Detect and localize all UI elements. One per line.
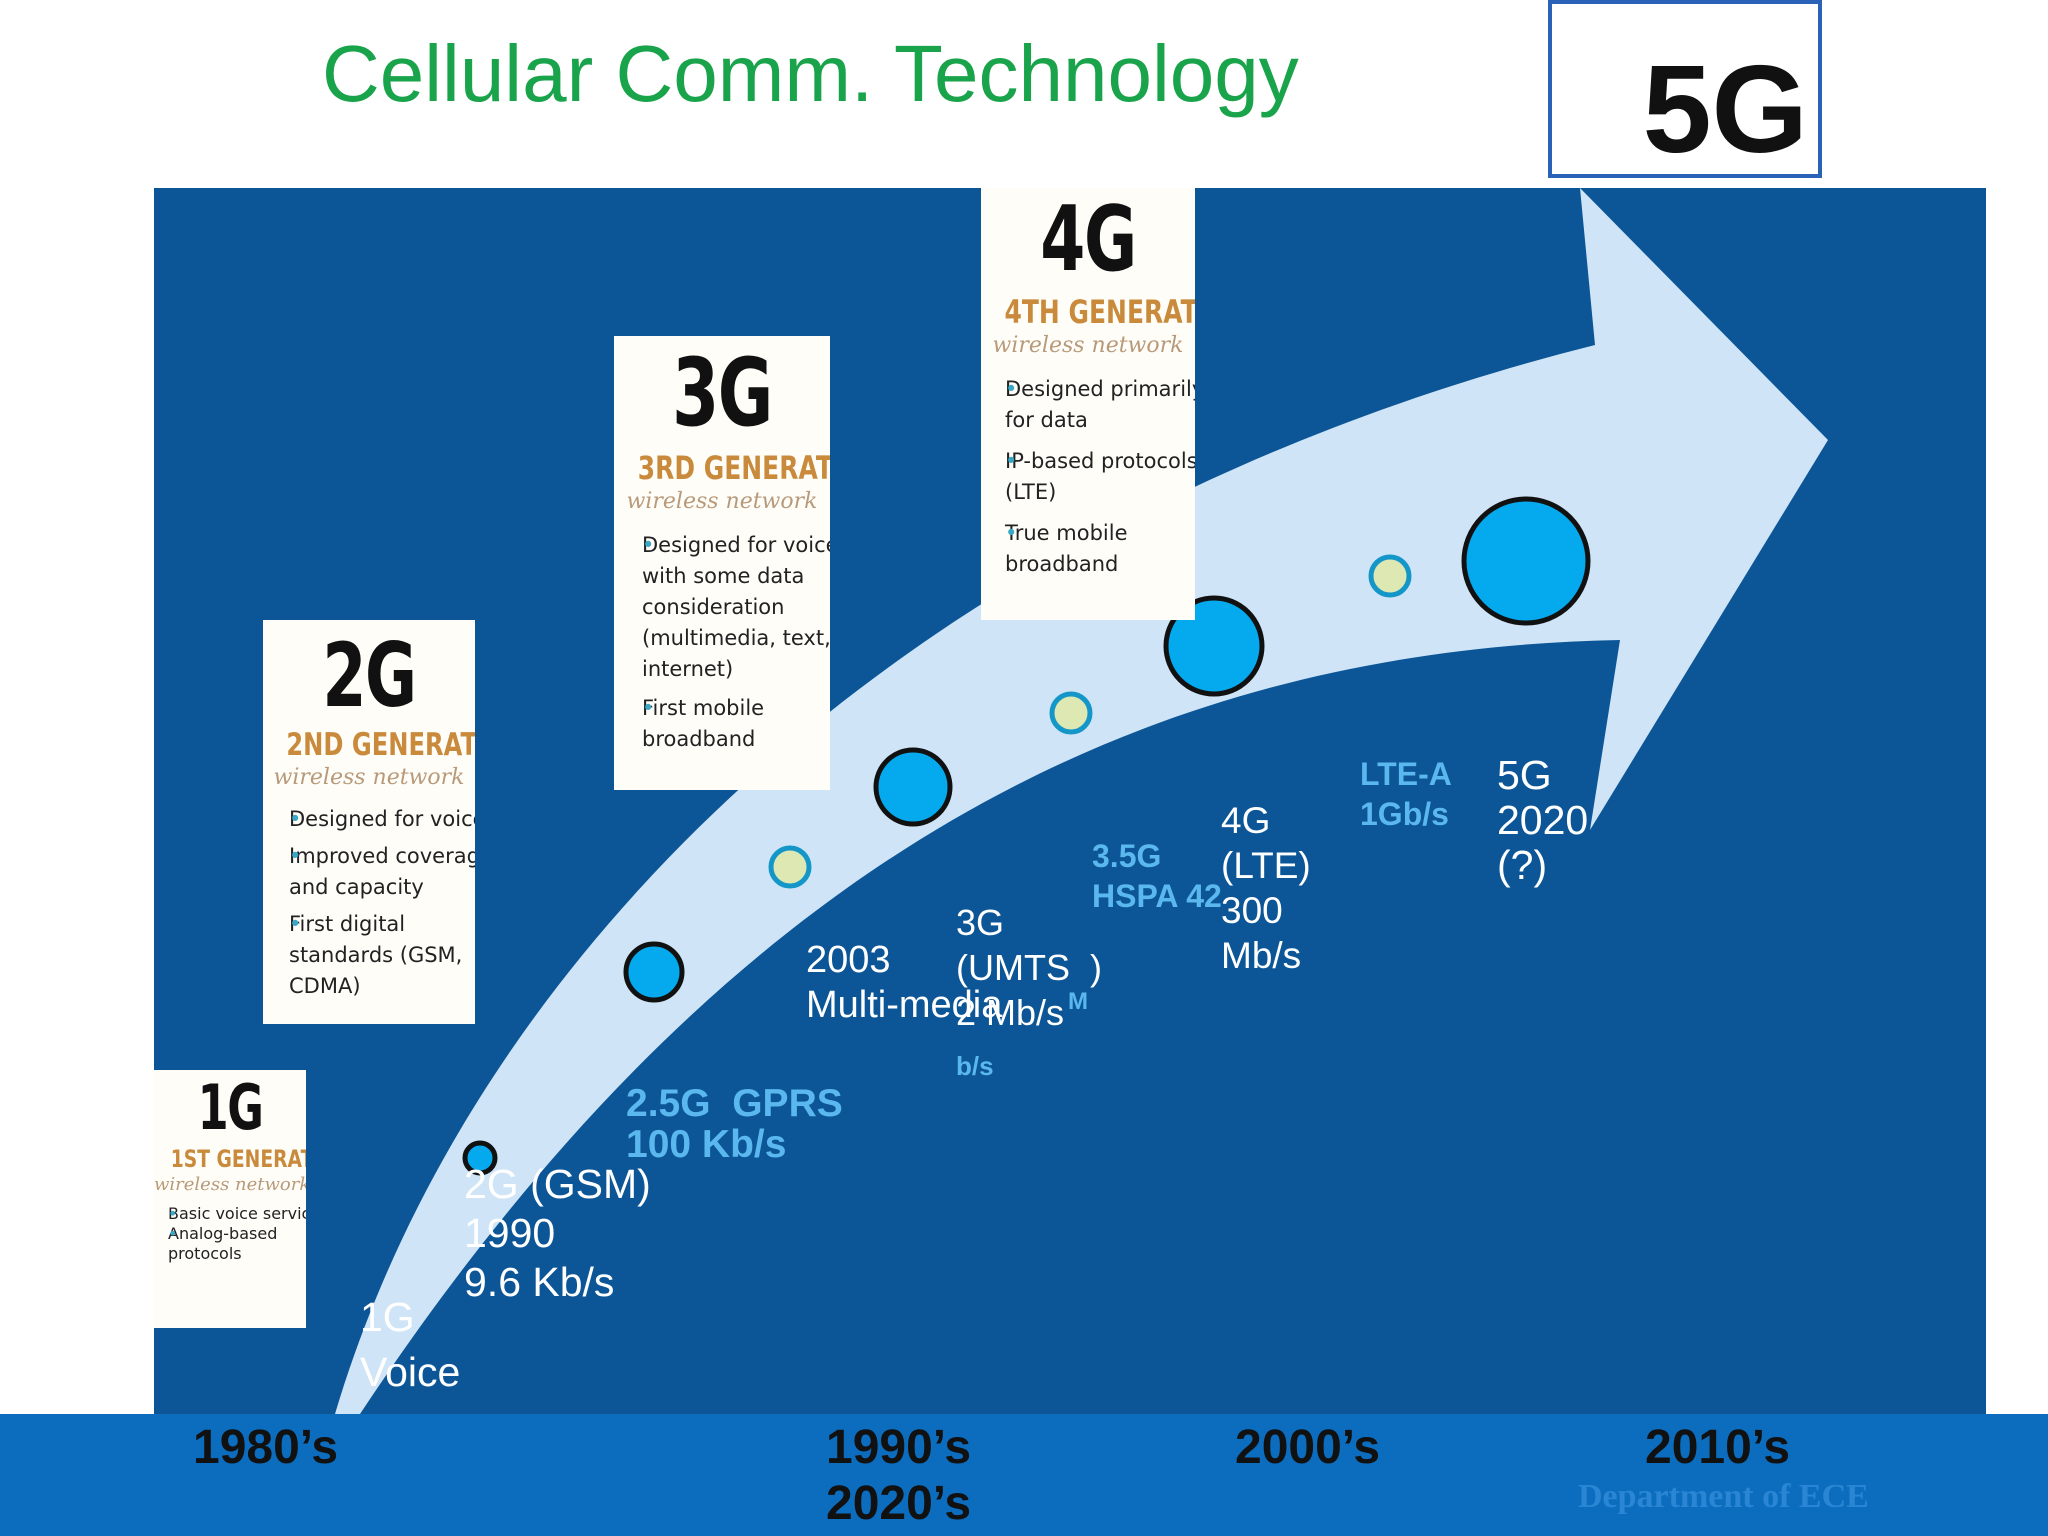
card-1g-title: 1G [197,1071,264,1144]
card-3g-bullet: Designed for voice with some data consid… [614,530,830,685]
era-1980s: 1980’s [193,1421,339,1474]
card-4g-subtitle: wireless network [992,333,1184,358]
card-4g: 4G 4TH GENERATION wireless network Desig… [981,188,1195,620]
era-2000s: 2000’s [1235,1421,1381,1474]
node-3g [873,747,953,827]
card-2g-bullet: Designed for voice [263,804,475,835]
era-2010s: 2010’s [1645,1421,1791,1474]
label-4g: 4G (LTE) 300 Mb/s [1221,800,1311,976]
node-5g [1461,496,1591,626]
label-3g-units-bs: b/s [956,1051,994,1081]
card-1g-generation: 1ST GENERATION [170,1145,306,1173]
card-4g-bullet: IP-based protocols (LTE) [981,446,1195,508]
card-4g-generation: 4TH GENERATION [1004,293,1195,331]
card-4g-bullet: Designed primarily for data [981,374,1195,436]
node-2003 [768,845,812,889]
card-4g-bullets: Designed primarily for data IP-based pro… [981,374,1195,580]
card-3g-title: 3G [672,339,773,448]
card-1g-bullet: Basic voice service [154,1204,306,1224]
label-2003: 2003 Multi-media [806,939,1003,1026]
node-4g [1163,595,1265,697]
card-2g-bullet: Improved coverage and capacity [263,841,475,903]
label-5g: 5G 2020 (?) [1497,752,1589,888]
card-1g-subtitle: wireless network [154,1174,306,1195]
label-2g: 2G (GSM) 1990 9.6 Kb/s [464,1161,651,1305]
card-1g: 1G 1ST GENERATION wireless network Basic… [154,1070,306,1328]
badge-label: 5G [1642,41,1808,179]
node-2g [462,1140,498,1176]
card-3g-generation: 3RD GENERATION [637,449,830,487]
label-lte-a: LTE-A 1Gb/s [1360,756,1452,832]
card-1g-bullet: Analog-based protocols [154,1224,306,1264]
card-2g-subtitle: wireless network [273,765,465,790]
card-2g-title: 2G [322,624,417,727]
card-4g-title: 4G [1040,188,1137,292]
card-4g-bullet: True mobile broadband [981,518,1195,580]
node-3-5g [1049,691,1093,735]
card-2g-generation: 2ND GENERATION [286,727,475,763]
page-title: Cellular Comm. Technology [322,29,1299,118]
label-3-5g: 3.5G HSPA 42 [1092,838,1222,914]
card-2g-bullet: First digital standards (GSM, CDMA) [263,909,475,1002]
timeline-bar [0,1414,2048,1536]
node-lte-a [1368,554,1412,598]
card-3g-bullet: First mobile broadband [614,693,830,755]
card-2g-bullets: Designed for voice Improved coverage and… [263,804,475,1002]
card-3g: 3G 3RD GENERATION wireless network Desig… [614,336,830,790]
era-1990s: 1990’s 2020’s [826,1421,972,1530]
card-2g: 2G 2ND GENERATION wireless network Desig… [263,620,475,1024]
card-3g-subtitle: wireless network [626,489,818,514]
department-label: Department of ECE [1578,1478,1869,1515]
label-3g-units-m: M [1068,988,1088,1015]
node-2-5g [623,941,685,1003]
label-1g: 1G Voice [360,1294,461,1395]
card-1g-bullets: Basic voice service Analog-based protoco… [154,1204,306,1264]
card-3g-bullets: Designed for voice with some data consid… [614,530,830,755]
label-3g: 3G (UMTS ) 2 Mb/s [956,902,1102,1033]
label-2-5g: 2.5G GPRS 100 Kb/s [626,1082,843,1166]
growth-arrow [335,188,1828,1414]
5g-badge: 5G [1548,0,1822,178]
